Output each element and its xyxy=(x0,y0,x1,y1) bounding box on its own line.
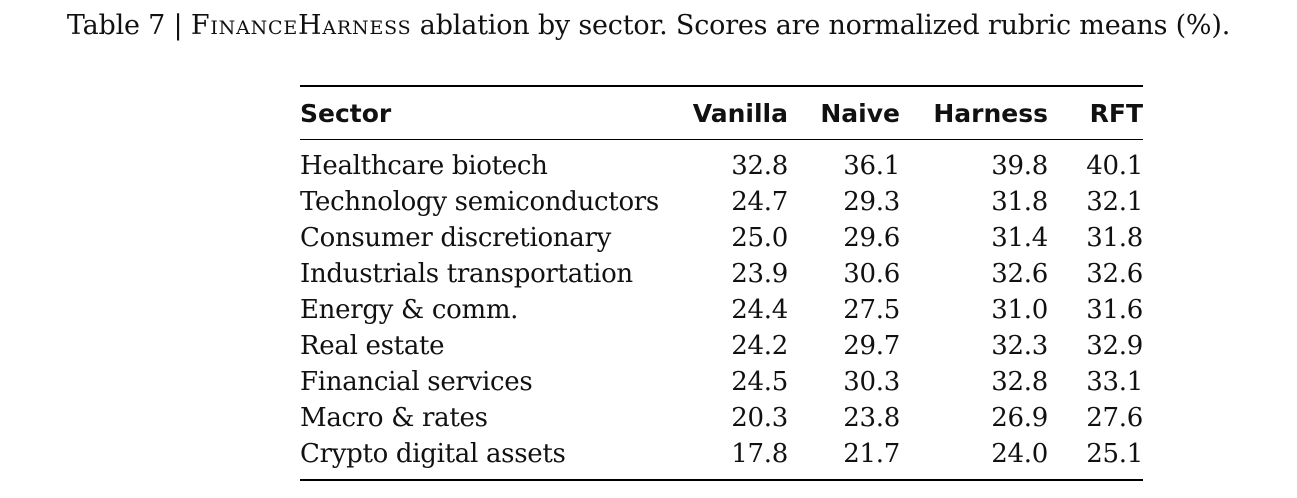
cell-rft: 31.8 xyxy=(1086,223,1143,253)
cell-vanilla: 20.3 xyxy=(731,403,788,433)
cell-sector: Healthcare biotech xyxy=(300,151,548,181)
cell-harness: 39.8 xyxy=(991,151,1048,181)
header-sector: Sector xyxy=(300,98,392,128)
cell-rft: 25.1 xyxy=(1086,439,1143,469)
caption-text: ablation by sector. Scores are normalize… xyxy=(411,10,1231,41)
cell-naive: 23.8 xyxy=(843,403,900,433)
cell-rft: 40.1 xyxy=(1086,151,1143,181)
cell-rft: 32.6 xyxy=(1086,259,1143,289)
cell-harness: 32.8 xyxy=(991,367,1048,397)
cell-rft: 33.1 xyxy=(1086,367,1143,397)
cell-rft: 32.1 xyxy=(1086,187,1143,217)
cell-sector: Real estate xyxy=(300,331,445,361)
cell-sector: Crypto digital assets xyxy=(300,439,566,469)
cell-sector: Industrials transportation xyxy=(300,259,633,289)
cell-sector: Financial services xyxy=(300,367,533,397)
cell-vanilla: 23.9 xyxy=(731,259,788,289)
cell-sector: Macro & rates xyxy=(300,403,488,433)
cell-vanilla: 24.2 xyxy=(731,331,788,361)
cell-sector: Energy & comm. xyxy=(300,295,519,325)
cell-naive: 30.3 xyxy=(843,367,900,397)
cell-vanilla: 24.4 xyxy=(731,295,788,325)
table-row: Energy & comm. 24.4 27.5 31.0 31.6 xyxy=(300,292,1143,328)
cell-harness: 31.4 xyxy=(991,223,1048,253)
cell-naive: 36.1 xyxy=(843,151,900,181)
header-vanilla: Vanilla xyxy=(692,98,788,128)
cell-naive: 30.6 xyxy=(843,259,900,289)
header-naive: Naive xyxy=(820,98,900,128)
table-header-row: Sector Vanilla Naive Harness RFT xyxy=(300,86,1143,140)
header-rft: RFT xyxy=(1089,98,1143,128)
cell-vanilla: 24.5 xyxy=(731,367,788,397)
cell-rft: 27.6 xyxy=(1086,403,1143,433)
table-caption: Table 7 | FinanceHarness ablation by sec… xyxy=(0,10,1297,41)
table-row: Financial services 24.5 30.3 32.8 33.1 xyxy=(300,364,1143,400)
table-row: Technology semiconductors 24.7 29.3 31.8… xyxy=(300,184,1143,220)
cell-naive: 27.5 xyxy=(843,295,900,325)
table-row: Macro & rates 20.3 23.8 26.9 27.6 xyxy=(300,400,1143,436)
results-table: Sector Vanilla Naive Harness RFT Healthc… xyxy=(300,85,1143,481)
cell-harness: 32.6 xyxy=(991,259,1048,289)
cell-harness: 26.9 xyxy=(991,403,1048,433)
cell-vanilla: 17.8 xyxy=(731,439,788,469)
table-row: Crypto digital assets 17.8 21.7 24.0 25.… xyxy=(300,436,1143,480)
cell-harness: 32.3 xyxy=(991,331,1048,361)
table-row: Real estate 24.2 29.7 32.3 32.9 xyxy=(300,328,1143,364)
cell-harness: 31.0 xyxy=(991,295,1048,325)
caption-system-name: FinanceHarness xyxy=(190,10,412,41)
cell-rft: 32.9 xyxy=(1086,331,1143,361)
cell-naive: 29.3 xyxy=(843,187,900,217)
cell-naive: 29.7 xyxy=(843,331,900,361)
table-row: Industrials transportation 23.9 30.6 32.… xyxy=(300,256,1143,292)
cell-naive: 29.6 xyxy=(843,223,900,253)
cell-sector: Consumer discretionary xyxy=(300,223,611,253)
cell-vanilla: 32.8 xyxy=(731,151,788,181)
table-row: Consumer discretionary 25.0 29.6 31.4 31… xyxy=(300,220,1143,256)
cell-harness: 24.0 xyxy=(991,439,1048,469)
cell-vanilla: 25.0 xyxy=(731,223,788,253)
cell-harness: 31.8 xyxy=(991,187,1048,217)
cell-vanilla: 24.7 xyxy=(731,187,788,217)
cell-rft: 31.6 xyxy=(1086,295,1143,325)
table-row: Healthcare biotech 32.8 36.1 39.8 40.1 xyxy=(300,140,1143,185)
header-harness: Harness xyxy=(933,98,1048,128)
cell-naive: 21.7 xyxy=(843,439,900,469)
caption-prefix: Table 7 | xyxy=(66,10,191,41)
cell-sector: Technology semiconductors xyxy=(300,187,659,217)
